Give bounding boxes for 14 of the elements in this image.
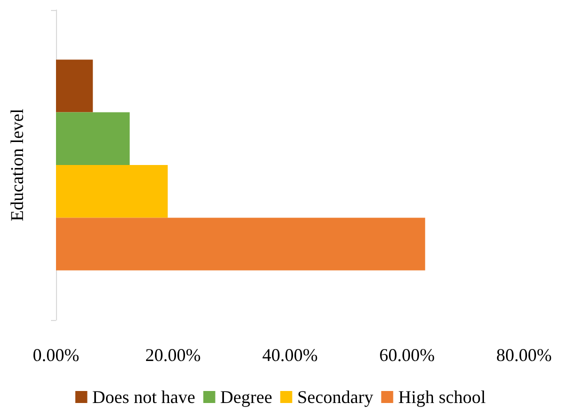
x-tick-label: 60.00%: [379, 345, 435, 365]
legend-label: High school: [398, 387, 486, 407]
x-tick-label: 20.00%: [145, 345, 201, 365]
bar: [56, 60, 93, 112]
bar: [56, 165, 168, 218]
x-tick-label: 80.00%: [496, 345, 552, 365]
legend-label: Degree: [220, 387, 272, 407]
x-tick-label: 0.00%: [32, 345, 80, 365]
legend-label: Secondary: [297, 387, 374, 407]
x-tick-label: 40.00%: [262, 345, 318, 365]
bar: [56, 112, 130, 165]
legend-label: Does not have: [92, 387, 196, 407]
bar: [56, 218, 426, 270]
y-axis-title: Education level: [7, 108, 27, 222]
